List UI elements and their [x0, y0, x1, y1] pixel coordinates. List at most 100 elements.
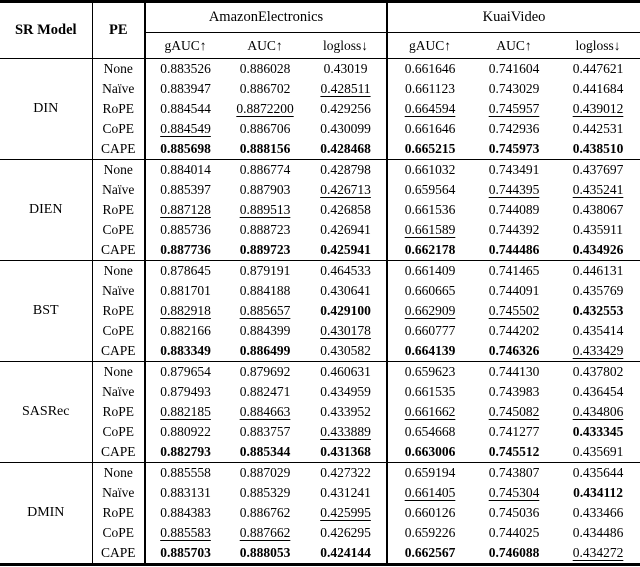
value-cell: 0.883947	[160, 81, 211, 96]
value-cell: 0.886499	[239, 343, 291, 358]
value-cell: 0.436454	[572, 384, 624, 399]
header-row-datasets: SR Model PE AmazonElectronics KuaiVideo	[0, 1, 640, 59]
value-cell: 0.426295	[305, 523, 388, 543]
value-cell: 0.745036	[488, 505, 540, 520]
value-cell: 0.654668	[404, 424, 456, 439]
value-cell: 0.430099	[305, 119, 388, 139]
pe-cell: None	[92, 159, 146, 180]
value-cell: 0.464533	[305, 260, 388, 281]
value-cell: 0.741277	[488, 424, 540, 439]
model-group-din: DIN None 0.883526 0.886028 0.43019 0.661646 0.…	[0, 58, 640, 160]
sr-model-header: SR Model	[0, 1, 93, 59]
value-cell: 0.433345	[572, 424, 624, 439]
table-row: SASRec None 0.879654 0.879692 0.460631 0.6596…	[0, 361, 640, 463]
value-cell: 0.746326	[488, 343, 540, 358]
value-cell: 0.744486	[488, 242, 540, 257]
value-cell: 0.430641	[305, 281, 388, 301]
value-cell: 0.887662	[239, 525, 291, 540]
value-cell: 0.745957	[488, 101, 540, 116]
value-cell: 0.662178	[404, 242, 456, 257]
pe-cell: RoPE	[92, 503, 146, 523]
table-row: Naïve 0.881701 0.884188 0.430641 0.660665 0.7…	[0, 281, 640, 301]
value-cell: 0.744089	[488, 202, 540, 217]
value-cell: 0.889723	[239, 242, 291, 257]
value-cell: 0.428798	[305, 159, 388, 180]
value-cell: 0.8872200	[236, 101, 294, 116]
value-cell: 0.744392	[488, 222, 540, 237]
value-cell: 0.429100	[305, 301, 388, 321]
value-cell: 0.884188	[239, 283, 291, 298]
value-cell: 0.745512	[488, 444, 540, 459]
model-group-dmin: DMIN None 0.885558 0.887029 0.427322 0.659194…	[0, 462, 640, 565]
value-cell: 0.660777	[404, 323, 456, 338]
value-cell: 0.887128	[160, 202, 211, 217]
value-cell: 0.447621	[572, 61, 624, 76]
pe-cell: Naïve	[92, 382, 146, 402]
pe-cell: CAPE	[92, 341, 146, 362]
pe-cell: CoPE	[92, 422, 146, 442]
value-cell: 0.664139	[404, 343, 456, 358]
value-cell: 0.744025	[488, 525, 540, 540]
table-row: RoPE 0.882185 0.884663 0.433952 0.661662 0.74…	[0, 402, 640, 422]
metric-header-auc-kuai: AUC↑	[496, 37, 532, 53]
value-cell: 0.437697	[572, 162, 624, 177]
value-cell: 0.885703	[160, 545, 211, 560]
pe-cell: Naïve	[92, 180, 146, 200]
value-cell: 0.889513	[239, 202, 291, 217]
value-cell: 0.879692	[239, 364, 291, 379]
value-cell: 0.439012	[572, 101, 624, 116]
value-cell: 0.441684	[572, 81, 624, 96]
pe-cell: CoPE	[92, 523, 146, 543]
value-cell: 0.885397	[160, 182, 211, 197]
value-cell: 0.886702	[239, 81, 291, 96]
value-cell: 0.664594	[404, 101, 456, 116]
value-cell: 0.883526	[160, 61, 211, 76]
value-cell: 0.446131	[572, 263, 624, 278]
value-cell: 0.884014	[160, 162, 211, 177]
table-row: RoPE 0.884383 0.886762 0.425995 0.660126 0.74…	[0, 503, 640, 523]
value-cell: 0.661662	[404, 404, 456, 419]
value-cell: 0.662909	[404, 303, 456, 318]
value-cell: 0.885698	[160, 141, 211, 156]
pe-cell: RoPE	[92, 301, 146, 321]
value-cell: 0.883131	[160, 485, 211, 500]
value-cell: 0.744091	[488, 283, 540, 298]
value-cell: 0.881701	[160, 283, 211, 298]
value-cell: 0.883757	[239, 424, 291, 439]
value-cell: 0.884663	[239, 404, 291, 419]
value-cell: 0.665215	[404, 141, 456, 156]
model-group-dien: DIEN None 0.884014 0.886774 0.428798 0.661032…	[0, 159, 640, 261]
value-cell: 0.885657	[239, 303, 291, 318]
pe-header: PE	[92, 1, 146, 59]
value-cell: 0.745082	[488, 404, 540, 419]
pe-cell: RoPE	[92, 402, 146, 422]
value-cell: 0.435691	[572, 444, 624, 459]
value-cell: 0.743029	[488, 81, 540, 96]
value-cell: 0.435769	[572, 283, 624, 298]
value-cell: 0.438510	[572, 141, 624, 156]
model-cell: DIEN	[0, 159, 93, 261]
value-cell: 0.438067	[572, 202, 624, 217]
value-cell: 0.883349	[160, 343, 211, 358]
metric-header-logloss-amazon: logloss↓	[305, 32, 388, 59]
value-cell: 0.884383	[160, 505, 211, 520]
value-cell: 0.434272	[572, 545, 624, 560]
pe-cell: RoPE	[92, 99, 146, 119]
value-cell: 0.744395	[488, 182, 540, 197]
value-cell: 0.433429	[572, 343, 624, 358]
value-cell: 0.434486	[572, 525, 624, 540]
value-cell: 0.426941	[305, 220, 388, 240]
table-row: CAPE 0.885698 0.888156 0.428468 0.665215 0.74…	[0, 139, 640, 160]
table-row: CAPE 0.883349 0.886499 0.430582 0.664139 0.74…	[0, 341, 640, 362]
dataset-header-amazon: AmazonElectronics	[145, 1, 388, 33]
value-cell: 0.742936	[488, 121, 540, 136]
table-row: CoPE 0.882166 0.884399 0.430178 0.660777 0.74…	[0, 321, 640, 341]
value-cell: 0.433466	[572, 505, 624, 520]
value-cell: 0.743491	[488, 162, 540, 177]
pe-cell: RoPE	[92, 200, 146, 220]
table-row: DIN None 0.883526 0.886028 0.43019 0.661646 0.…	[0, 58, 640, 160]
value-cell: 0.879191	[239, 263, 291, 278]
value-cell: 0.435241	[572, 182, 624, 197]
table-header: SR Model PE AmazonElectronics KuaiVideo …	[0, 1, 640, 59]
pe-cell: None	[92, 361, 146, 382]
